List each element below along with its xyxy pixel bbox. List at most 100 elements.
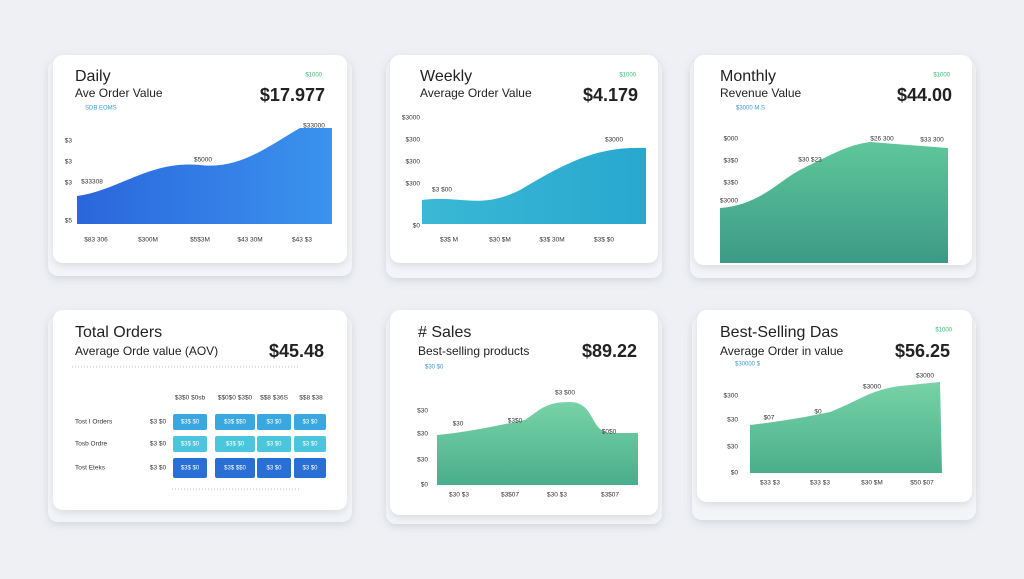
- row-label: Tost I Orders: [75, 419, 113, 426]
- card-value: $17.977: [260, 85, 325, 105]
- point-label: $30: [453, 421, 464, 428]
- y-axis-label: $000: [724, 136, 739, 143]
- card-subtitle: Average Orde value (AOV): [75, 344, 218, 358]
- card-title: Total Orders: [75, 324, 162, 341]
- table-cell: [257, 414, 291, 430]
- table-cell: [173, 458, 207, 478]
- y-axis-label: $3$0: [724, 158, 739, 165]
- x-axis-label: $33 $3: [760, 480, 780, 487]
- card-value: $4.179: [583, 85, 638, 105]
- x-axis-label: $30 $3: [449, 492, 469, 499]
- row-amount: $3 $0: [150, 441, 167, 448]
- table-header: $$0$0 $3$0: [218, 395, 253, 402]
- x-axis-label: $30 $3: [547, 492, 567, 499]
- point-label: $3$0: [508, 418, 523, 425]
- card-tag: $1000: [619, 73, 636, 79]
- card-subtitle: Average Order in value: [720, 344, 844, 358]
- card-subtitle: Average Order Value: [420, 86, 532, 100]
- chart-areas: [72, 128, 948, 490]
- card-subtitle: Revenue Value: [720, 86, 801, 100]
- y-axis-label: $30: [727, 444, 738, 451]
- cell-text: $3 $0: [266, 442, 282, 448]
- table-cell: [173, 436, 207, 452]
- card-title: Daily: [75, 68, 111, 85]
- card-tag: $1000: [933, 73, 950, 79]
- y-axis-label: $0: [731, 470, 739, 477]
- y-axis-label: $3: [65, 180, 73, 187]
- x-axis-label: $50 $07: [910, 480, 934, 487]
- y-axis-label: $3: [65, 159, 73, 166]
- y-axis-label: $0: [421, 482, 429, 489]
- point-label: $07: [764, 415, 775, 422]
- y-axis-label: $30: [417, 431, 428, 438]
- point-label: $3 $00: [555, 390, 575, 397]
- table-cell: [257, 458, 291, 478]
- x-axis-label: $3$ 30M: [539, 237, 564, 244]
- cell-text: $3$ $$0: [224, 420, 246, 426]
- card-tag: $1000: [305, 73, 322, 79]
- x-axis-label: $43 30M: [237, 237, 262, 244]
- point-label: $3000: [863, 384, 881, 391]
- card-note: $30000 $: [735, 362, 761, 368]
- cell-text: $3$ $0: [181, 466, 200, 472]
- card-subtitle: Ave Order Value: [75, 86, 163, 100]
- y-axis-label: $3: [65, 138, 73, 145]
- x-axis-label: $3$07: [501, 492, 519, 499]
- card-subtitle: Best-selling products: [418, 344, 529, 358]
- point-label: $0$0: [602, 429, 617, 436]
- point-label: $5000: [194, 157, 212, 164]
- y-axis-label: $300: [724, 393, 739, 400]
- card-value: $45.48: [269, 341, 324, 361]
- y-axis-label: $3$0: [724, 180, 739, 187]
- x-axis-label: $30 $M: [489, 237, 511, 244]
- y-axis-label: $30: [417, 457, 428, 464]
- cell-text: $3 $0: [302, 420, 318, 426]
- y-axis-label: $5: [65, 218, 73, 225]
- point-label: $3000: [916, 373, 934, 380]
- y-axis-label: $300: [406, 137, 421, 144]
- row-label: Tosb Ordre: [75, 441, 108, 448]
- card-note: $30 $0: [425, 365, 444, 371]
- card-tag: $1000: [935, 328, 952, 334]
- y-axis-label: $300: [406, 159, 421, 166]
- y-axis-label: $3000: [720, 198, 738, 205]
- row-amount: $3 $0: [150, 465, 167, 472]
- card-title: # Sales: [418, 324, 471, 341]
- point-label: $3 $00: [432, 187, 452, 194]
- point-label: $33308: [81, 179, 103, 186]
- x-axis-label: $3$ M: [440, 237, 458, 244]
- cell-text: $3 $0: [302, 442, 318, 448]
- table-header: $3$0 $0sb: [175, 395, 206, 402]
- card-value: $56.25: [895, 341, 950, 361]
- x-axis-label: $3$07: [601, 492, 619, 499]
- table-cell: [294, 458, 326, 478]
- point-label: $33000: [303, 123, 325, 130]
- cell-text: $3$ $0: [181, 420, 200, 426]
- x-axis-label: $33 $3: [810, 480, 830, 487]
- y-axis-label: $30: [417, 408, 428, 415]
- point-label: $33 300: [920, 137, 944, 144]
- point-label: $3000: [605, 137, 623, 144]
- point-label: $0: [814, 409, 822, 416]
- y-axis-label: $300: [406, 181, 421, 188]
- table-cell: [173, 414, 207, 430]
- cell-text: $3$ $0: [181, 442, 200, 448]
- table-cell: [215, 414, 255, 430]
- x-axis-label: $30 $M: [861, 480, 883, 487]
- y-axis-label: $30: [727, 417, 738, 424]
- row-label: Tost Eteks: [75, 465, 106, 472]
- card-value: $44.00: [897, 85, 952, 105]
- y-axis-label: $0: [413, 223, 421, 230]
- table-cell: [215, 458, 255, 478]
- table-cell: [294, 436, 326, 452]
- row-amount: $3 $0: [150, 419, 167, 426]
- x-axis-label: $83 306: [84, 237, 108, 244]
- x-axis-label: $300M: [138, 237, 158, 244]
- table-cell: [215, 436, 255, 452]
- y-axis-label: $3000: [402, 115, 420, 122]
- table-cell: [257, 436, 291, 452]
- table-cell: [294, 414, 326, 430]
- x-axis-label: $5$3M: [190, 237, 210, 244]
- cell-text: $3 $0: [302, 466, 318, 472]
